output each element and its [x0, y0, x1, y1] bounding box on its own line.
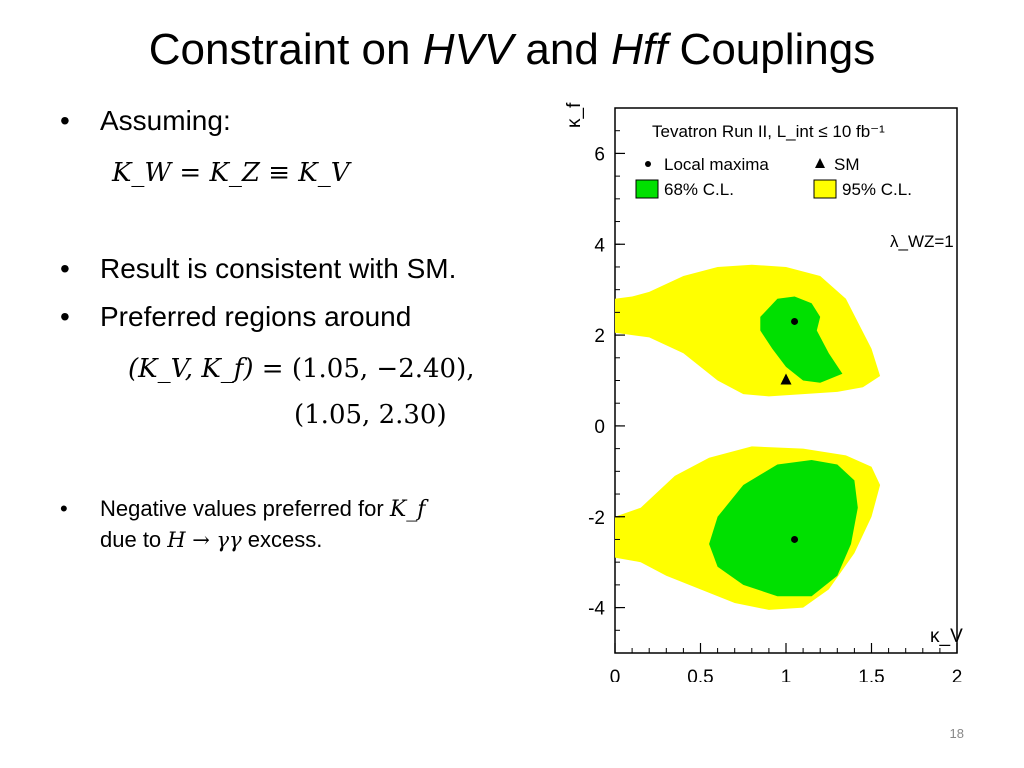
legend-header: Tevatron Run II, L_int ≤ 10 fb⁻¹ [652, 122, 885, 141]
bullet-preferred-text: Preferred regions around [100, 301, 412, 332]
x-tick-label: 2 [952, 667, 963, 682]
title-prefix: Constraint on [148, 25, 423, 74]
y-axis-label: κ_f [564, 102, 585, 128]
legend: Tevatron Run II, L_int ≤ 10 fb⁻¹ Local m… [635, 122, 954, 251]
bullet-assuming-text: Assuming: [100, 105, 231, 136]
bullet-dot: • [60, 496, 68, 521]
title-hvv: HVV [422, 25, 514, 74]
legend-cl95: 95% C.L. [842, 180, 912, 199]
title-suffix: Couplings [667, 25, 876, 74]
x-tick-label: 1 [781, 667, 792, 682]
local-maximum-point [791, 317, 799, 325]
y-tick-label: 0 [594, 417, 605, 438]
x-axis-label: κ_V [930, 626, 963, 647]
y-tick-label: 2 [594, 326, 605, 347]
x-tick-label: 0.5 [687, 667, 713, 682]
x-tick-label: 1.5 [858, 667, 884, 682]
legend-cl95-swatch [813, 179, 837, 199]
bullet-due-text: due to [100, 527, 162, 552]
legend-sm-marker [815, 158, 825, 168]
bullet-excess-text: excess. [247, 527, 323, 552]
legend-local-maxima: Local maxima [664, 155, 769, 174]
math-pair-label: (K_V, K_f) = [128, 354, 284, 384]
math-assumption: K_W = K_Z ≡ K_V [112, 158, 350, 188]
y-tick-label: 6 [594, 144, 605, 165]
legend-sm: SM [834, 155, 860, 174]
math-point1: (1.05, −2.40), [291, 354, 475, 384]
sm-point [780, 373, 792, 385]
x-tick-label: 0 [610, 667, 621, 682]
title-hff: Hff [611, 25, 668, 74]
bullet-consistent: • Result is consistent with SM. [60, 252, 457, 286]
bullet-dot: • [60, 301, 70, 332]
regions-layer [615, 264, 881, 610]
points-layer [780, 317, 799, 543]
region-cl68-upper [760, 296, 843, 383]
math-kf: K_f [389, 497, 426, 522]
bullet-dot: • [60, 253, 70, 284]
y-tick-label: -2 [588, 508, 605, 529]
ticks-layer: 0 0.5 1 1.5 2 -4 -2 0 2 4 6 [588, 107, 963, 682]
slide-title: Constraint on HVV and Hff Couplings [0, 22, 1024, 78]
math-point2: (1.05, 2.30) [294, 400, 447, 430]
math-process: H → γγ [167, 528, 242, 552]
bullet-dot: • [60, 105, 70, 136]
y-tick-label: -4 [588, 599, 605, 620]
bullet-preferred: • Preferred regions around [60, 300, 412, 334]
region-cl68-lower [709, 460, 858, 597]
page-number: 18 [949, 726, 964, 741]
legend-cl68: 68% C.L. [664, 180, 734, 199]
bullet-negative-text: Negative values preferred for [100, 496, 384, 521]
bullet-consistent-text: Result is consistent with SM. [100, 253, 457, 284]
y-tick-label: 4 [594, 235, 605, 256]
bullet-negative: • Negative values preferred for K_f due … [60, 494, 426, 555]
legend-annotation: λ_WZ=1 [890, 232, 954, 251]
legend-cl68-swatch [635, 179, 659, 199]
legend-local-maxima-marker [645, 161, 651, 167]
math-pair: (K_V, K_f) = (1.05, −2.40), [128, 354, 475, 384]
bullet-assuming: • Assuming: [60, 104, 231, 138]
title-and: and [513, 25, 612, 74]
local-maximum-point [791, 535, 799, 543]
contour-plot: 0 0.5 1 1.5 2 -4 -2 0 2 4 6 Tevatron Run II, L_int… [564, 102, 963, 682]
